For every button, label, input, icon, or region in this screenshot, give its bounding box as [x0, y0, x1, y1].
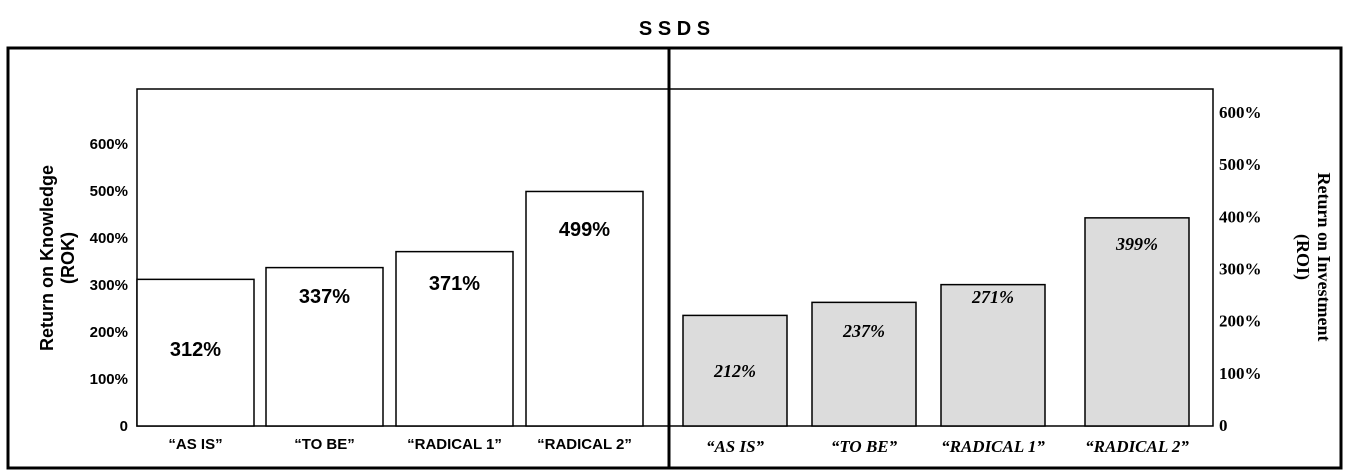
left-data-label-3: 499% — [559, 219, 610, 241]
left-y-axis-label: Return on Knowledge(ROK) — [37, 165, 78, 351]
left-y-tick-label-6: 600% — [90, 136, 128, 153]
left-data-label-2: 371% — [429, 273, 480, 295]
left-y-tick-label-0: 0 — [120, 418, 128, 435]
right-y-tick-label-3: 300% — [1219, 260, 1262, 279]
left-category-label-1: “TO BE” — [294, 436, 355, 453]
left-category-label-2: “RADICAL 1” — [407, 436, 502, 453]
right-y-tick-label-6: 600% — [1219, 103, 1262, 122]
left-y-tick-label-4: 400% — [90, 230, 128, 247]
left-data-label-0: 312% — [170, 339, 221, 361]
right-category-label-2: “RADICAL 1” — [941, 437, 1045, 456]
left-bar-3 — [525, 190, 644, 427]
right-bar-1 — [811, 301, 917, 427]
right-y-axis-label: Return on Investment(ROI) — [1292, 173, 1334, 342]
left-y-tick-label-5: 500% — [90, 183, 128, 200]
right-y-tick-label-0: 0 — [1219, 416, 1228, 435]
left-bar-0 — [136, 278, 255, 427]
left-y-tick-label-2: 200% — [90, 324, 128, 341]
right-data-label-3: 399% — [1115, 234, 1158, 254]
chart-title: S S D S — [639, 18, 710, 40]
right-y-tick-label-1: 100% — [1219, 364, 1262, 383]
right-y-axis-label-line-0: Return on Investment — [1314, 173, 1334, 342]
left-y-axis-label-line-0: Return on Knowledge — [37, 165, 57, 351]
right-chart-layer: 0 100% 200% 300% 400% 500% 600% 212% “AS IS” 237%… — [682, 103, 1334, 456]
right-bar-3 — [1084, 217, 1190, 427]
left-y-tick-label-3: 300% — [90, 277, 128, 294]
right-bar-2 — [940, 283, 1046, 427]
left-bar-1 — [265, 266, 384, 427]
left-category-label-3: “RADICAL 2” — [537, 436, 632, 453]
left-category-label-0: “AS IS” — [168, 436, 222, 453]
left-y-axis-label-line-1: (ROK) — [58, 232, 78, 284]
right-category-label-3: “RADICAL 2” — [1085, 437, 1189, 456]
outer-frame — [6, 46, 1343, 470]
right-y-tick-label-5: 500% — [1219, 155, 1262, 174]
right-data-label-2: 271% — [971, 287, 1014, 307]
left-data-label-1: 337% — [299, 286, 350, 308]
left-chart-layer: 0 100% 200% 300% 400% 500% 600% 312% “AS IS” 337%… — [37, 136, 644, 453]
right-data-label-1: 237% — [842, 321, 885, 341]
right-y-axis-label-line-1: (ROI) — [1292, 234, 1313, 280]
right-bar-0 — [682, 314, 788, 427]
right-y-tick-label-4: 400% — [1219, 207, 1262, 226]
left-y-tick-label-1: 100% — [90, 371, 128, 388]
right-category-label-0: “AS IS” — [706, 437, 765, 456]
left-bar-2 — [395, 250, 514, 427]
right-data-label-0: 212% — [713, 361, 756, 381]
right-y-tick-label-2: 200% — [1219, 312, 1262, 331]
right-category-label-1: “TO BE” — [831, 437, 898, 456]
